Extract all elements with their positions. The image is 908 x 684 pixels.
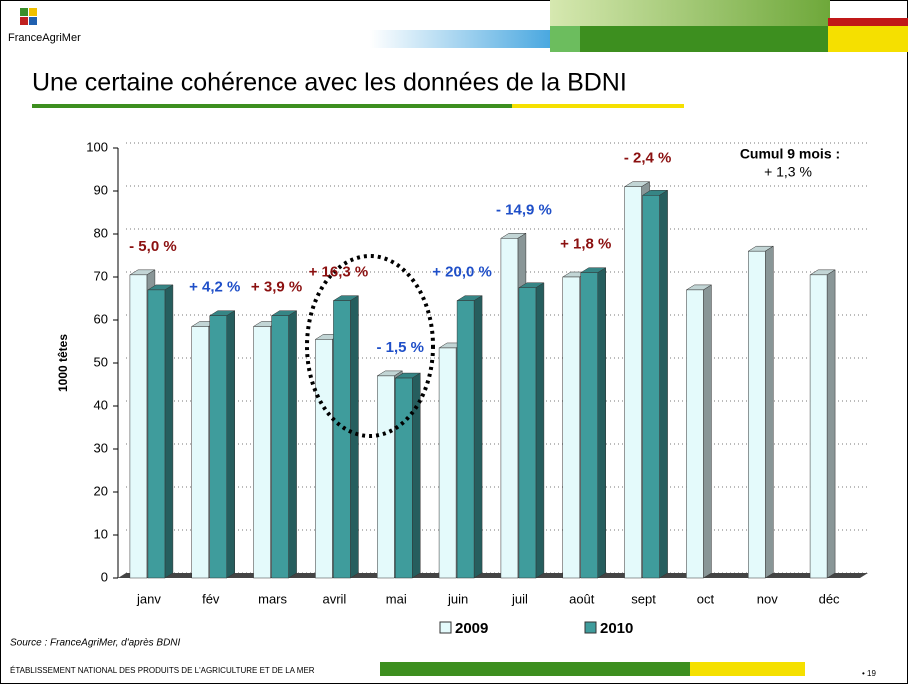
x-tick-label: oct xyxy=(697,591,715,606)
bar xyxy=(377,375,395,579)
bar xyxy=(624,186,642,579)
footer-stripe xyxy=(380,662,690,676)
bar xyxy=(809,274,828,579)
bar-side xyxy=(703,284,712,579)
bar xyxy=(686,289,704,579)
x-tick-label: nov xyxy=(757,591,778,606)
header-stripe xyxy=(550,0,830,26)
header-stripe xyxy=(370,30,550,48)
title-underline xyxy=(512,104,684,108)
x-tick-label: juil xyxy=(511,591,528,606)
floor xyxy=(118,573,868,578)
bar xyxy=(518,287,537,579)
change-label: + 3,9 % xyxy=(251,279,302,296)
y-tick-label: 60 xyxy=(94,311,108,326)
y-tick-label: 80 xyxy=(94,225,108,240)
bar-side xyxy=(226,310,235,579)
change-label: - 1,5 % xyxy=(376,339,424,356)
bar xyxy=(456,300,475,579)
logo-text: FranceAgriMer xyxy=(8,32,81,44)
x-tick-label: mai xyxy=(386,591,407,606)
change-label: - 14,9 % xyxy=(496,201,552,218)
bar xyxy=(333,300,351,579)
highlight-ellipse xyxy=(305,254,435,438)
legend-swatch xyxy=(584,621,597,634)
bar-side xyxy=(288,310,297,579)
y-tick-label: 0 xyxy=(101,569,108,584)
bar xyxy=(147,289,166,579)
page-number: • 19 xyxy=(862,669,876,678)
bar xyxy=(500,238,519,579)
logo xyxy=(20,8,28,16)
bar-side xyxy=(826,269,836,579)
bar-side xyxy=(164,284,174,579)
change-label: + 4,2 % xyxy=(189,279,240,296)
bar xyxy=(748,250,766,579)
y-tick-label: 10 xyxy=(94,526,108,541)
footer-text: ÉTABLISSEMENT NATIONAL DES PRODUITS DE L… xyxy=(10,666,315,675)
y-axis-label: 1000 têtes xyxy=(56,334,70,392)
bar xyxy=(129,274,148,579)
bar xyxy=(562,276,580,579)
bar-side xyxy=(659,189,668,579)
header-stripe xyxy=(580,26,830,52)
y-tick-label: 70 xyxy=(94,268,108,283)
source: Source : FranceAgriMer, d'après BDNI xyxy=(10,638,181,649)
cumul-value: + 1,3 % xyxy=(764,164,812,180)
y-tick-label: 20 xyxy=(94,483,108,498)
bar xyxy=(315,339,333,579)
x-tick-label: fév xyxy=(202,591,220,606)
bar xyxy=(642,195,660,579)
change-label: + 16,3 % xyxy=(309,264,369,281)
bar-side xyxy=(473,295,483,579)
y-tick-label: 50 xyxy=(94,354,108,369)
x-tick-label: avril xyxy=(322,591,346,606)
x-tick-label: août xyxy=(569,591,595,606)
y-tick-label: 100 xyxy=(86,139,108,154)
legend-swatch xyxy=(439,621,452,634)
header-stripe xyxy=(550,26,580,52)
change-label: - 5,0 % xyxy=(129,238,177,255)
x-tick-label: janv xyxy=(136,591,161,606)
bar xyxy=(395,377,413,579)
bar xyxy=(580,272,598,579)
legend-label: 2009 xyxy=(455,620,488,637)
x-tick-label: juin xyxy=(447,591,468,606)
change-label: + 20,0 % xyxy=(432,264,492,281)
x-tick-label: mars xyxy=(258,591,287,606)
bar-side xyxy=(412,372,421,579)
header-stripe xyxy=(828,26,908,52)
bar xyxy=(191,326,209,579)
x-tick-label: sept xyxy=(631,591,656,606)
change-label: + 1,8 % xyxy=(560,236,611,253)
logo xyxy=(29,17,37,25)
bar-side xyxy=(350,295,359,579)
slide-title: Une certaine cohérence avec les données … xyxy=(32,69,627,97)
title-underline xyxy=(32,104,512,108)
logo xyxy=(20,17,28,25)
bar xyxy=(271,315,289,579)
y-tick-label: 40 xyxy=(94,397,108,412)
bar-side xyxy=(597,267,606,579)
bar xyxy=(209,315,227,579)
y-tick-label: 30 xyxy=(94,440,108,455)
y-tick-label: 90 xyxy=(94,182,108,197)
change-label: - 2,4 % xyxy=(624,150,672,167)
logo xyxy=(29,8,37,16)
bar-side xyxy=(765,245,774,579)
header-stripe xyxy=(828,18,908,26)
bar xyxy=(253,326,271,579)
legend-label: 2010 xyxy=(600,620,633,637)
bar xyxy=(438,347,457,579)
bar-side xyxy=(535,282,545,579)
x-tick-label: déc xyxy=(819,591,840,606)
cumul-title: Cumul 9 mois : xyxy=(740,146,840,162)
footer-stripe xyxy=(690,662,805,676)
